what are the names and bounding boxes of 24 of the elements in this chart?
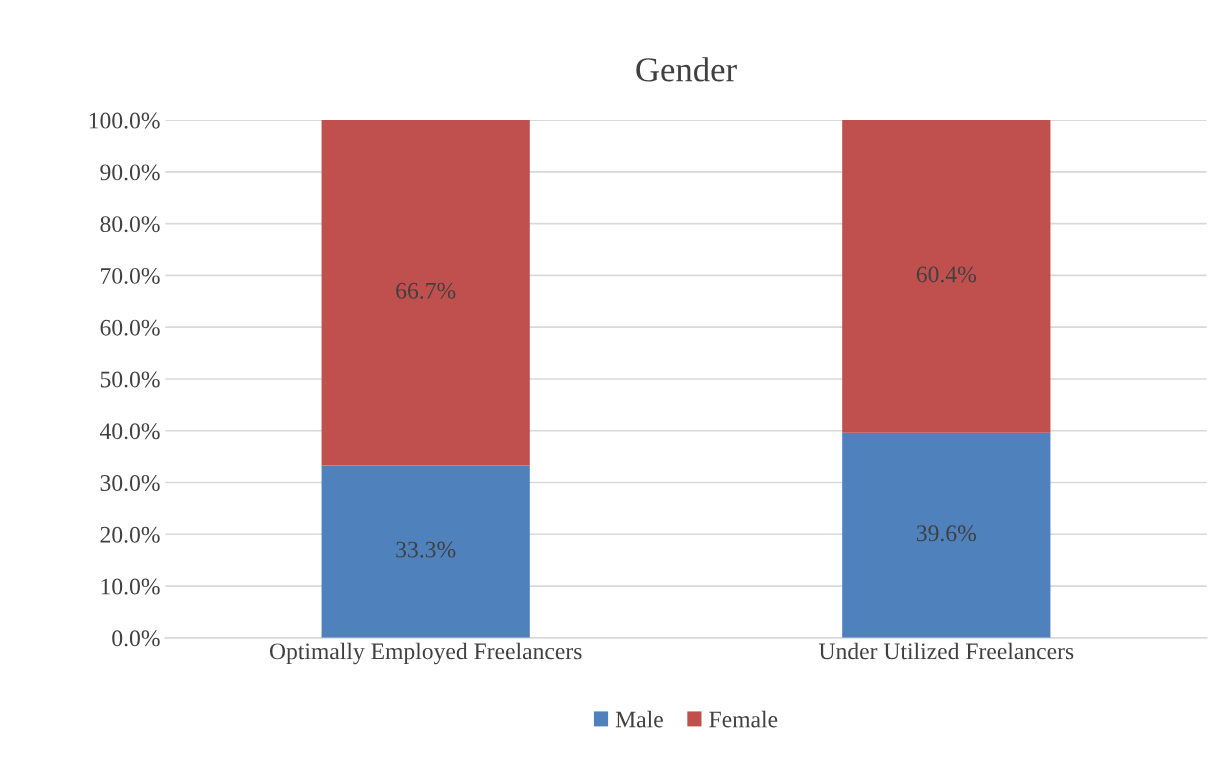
data-label: 60.4% xyxy=(916,266,976,283)
y-tick-label: 30.0% xyxy=(100,475,160,492)
bar xyxy=(321,120,530,466)
legend-label: Male xyxy=(615,710,663,728)
y-tick-label: 0.0% xyxy=(112,630,160,647)
bar xyxy=(842,120,1051,433)
y-tick-label: 20.0% xyxy=(100,526,160,543)
y-tick-label: 40.0% xyxy=(99,423,160,440)
chart-title: Gender xyxy=(636,57,737,82)
y-tick-label: 90.0% xyxy=(100,164,160,181)
data-label: 66.7% xyxy=(396,282,456,299)
y-tick-label: 100.0% xyxy=(89,112,160,129)
y-tick-label: 10.0% xyxy=(101,578,160,595)
x-tick-label: Optimally Employed Freelancers xyxy=(269,642,582,665)
y-tick-label: 70.0% xyxy=(101,267,160,284)
legend-label: Female xyxy=(709,710,778,728)
data-label: 33.3% xyxy=(396,541,456,558)
y-tick-label: 80.0% xyxy=(100,216,160,233)
bar xyxy=(842,432,1051,638)
x-tick-label: Under Utilized Freelancers xyxy=(818,642,1074,660)
y-tick-label: 50.0% xyxy=(100,371,160,388)
bar xyxy=(321,465,530,638)
y-tick-label: 60.0% xyxy=(100,319,160,336)
data-label: 39.6% xyxy=(916,525,976,542)
